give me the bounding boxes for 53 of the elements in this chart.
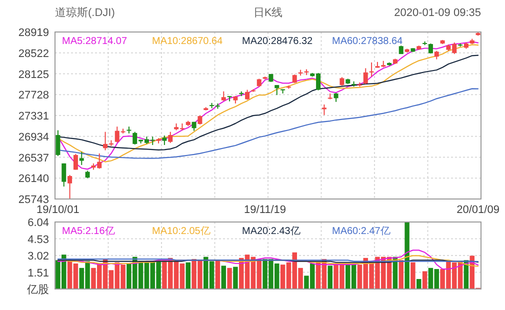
y-tick-label: 27331 — [18, 110, 49, 122]
candlestick — [369, 62, 374, 78]
candlestick — [68, 174, 72, 200]
candlestick — [363, 68, 368, 85]
y-tick-label: 1.51 — [28, 267, 49, 280]
candlestick — [428, 43, 433, 54]
candlestick — [274, 84, 280, 96]
x-tick-label: 19/10/01 — [36, 204, 80, 216]
y-tick-label: 28522 — [18, 48, 49, 60]
y-tick-label: 26140 — [18, 173, 49, 186]
y-tick-label: 28919 — [18, 27, 49, 39]
bar — [233, 266, 238, 289]
y-tick-label: 4.53 — [28, 234, 49, 246]
text: MA5:2.16亿 — [62, 226, 115, 237]
bar — [422, 271, 428, 289]
y-tick-label: 6.04 — [28, 217, 49, 229]
bar — [221, 266, 226, 289]
candlestick — [56, 130, 60, 157]
y-tick-label: 26934 — [18, 131, 49, 144]
y-tick-label: 26537 — [18, 152, 49, 164]
chart-subtitle: 日K线 — [253, 6, 283, 19]
bar — [215, 260, 220, 289]
bar — [186, 262, 190, 289]
candlestick — [79, 151, 84, 166]
text: MA20:2.43亿 — [242, 226, 300, 237]
y-tick-label: 3.02 — [28, 250, 49, 262]
x-tick-label: 20/01/09 — [456, 204, 500, 216]
y-tick-label: 亿股 — [26, 284, 49, 296]
text: MA10:2.05亿 — [152, 226, 210, 237]
bar — [227, 268, 232, 289]
candlestick — [73, 153, 78, 170]
bar — [410, 262, 416, 289]
y-tick-label: 25743 — [18, 194, 49, 206]
chart-title: 道琼斯(.DJI) — [55, 6, 115, 19]
text: MA60:2.47亿 — [332, 226, 390, 237]
bar — [416, 279, 422, 289]
text: MA20:28476.32 — [242, 36, 314, 47]
candlestick — [162, 135, 167, 146]
text: MA60:27838.64 — [332, 36, 404, 47]
bar — [404, 222, 410, 289]
candlestick — [245, 89, 250, 100]
candlestick — [322, 104, 326, 116]
bar — [328, 266, 332, 289]
candlestick — [62, 162, 66, 188]
line-series — [57, 88, 479, 159]
candlestick — [221, 90, 226, 102]
x-tick-label: 19/11/19 — [244, 204, 286, 216]
candlestick — [168, 131, 173, 144]
y-tick-label: 27728 — [18, 90, 49, 102]
y-tick-label: 28125 — [18, 68, 49, 81]
text: MA10:28670.64 — [152, 36, 224, 47]
text: MA5:28714.07 — [62, 36, 128, 47]
text: 2020-01-09 09:35 — [394, 7, 481, 19]
